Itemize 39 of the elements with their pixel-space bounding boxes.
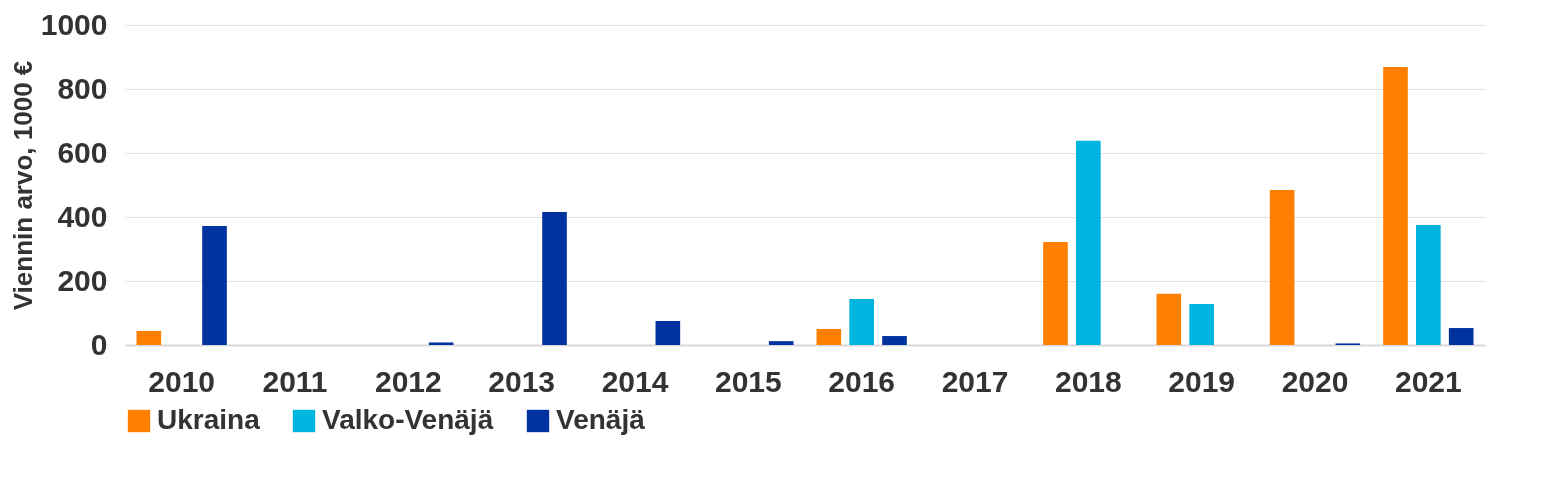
bar [849, 298, 874, 345]
x-tick-label: 2017 [941, 364, 1009, 398]
bar [1383, 66, 1408, 345]
bar [768, 341, 794, 345]
x-tick-label: 2014 [601, 364, 669, 398]
x-tick-label: 2015 [714, 364, 782, 398]
y-tick-label: 800 [57, 71, 108, 105]
y-tick-label: 400 [57, 199, 108, 233]
bar [542, 211, 567, 345]
legend-label: Ukraina [157, 404, 261, 435]
legend-label: Venäjä [556, 404, 646, 435]
bar [136, 330, 162, 345]
x-tick-label: 2020 [1281, 364, 1349, 398]
bar [1156, 293, 1182, 345]
bar [1189, 304, 1214, 345]
x-tick-label: 2016 [828, 364, 896, 398]
bar [816, 329, 842, 345]
bar [1043, 241, 1068, 345]
x-tick-label: 2011 [262, 364, 328, 398]
y-tick-label: 600 [57, 135, 108, 169]
legend-label: Valko-Venäjä [322, 404, 494, 435]
bar [428, 342, 454, 345]
bar [1448, 328, 1474, 345]
bar [1076, 140, 1101, 345]
bar [1269, 190, 1295, 345]
y-tick-label: 200 [57, 263, 108, 297]
x-tick-label: 2010 [148, 364, 216, 398]
x-tick-label: 2013 [488, 364, 556, 398]
bar [202, 225, 227, 345]
x-tick-label: 2021 [1394, 364, 1462, 398]
bar [882, 336, 907, 345]
bar [655, 321, 681, 345]
y-tick-label: 1000 [40, 7, 108, 41]
x-tick-label: 2012 [374, 364, 442, 398]
x-tick-label: 2019 [1168, 364, 1236, 398]
y-axis-title: Viennin arvo, 1000 € [7, 60, 38, 311]
x-tick-label: 2018 [1054, 364, 1122, 398]
y-tick-label: 0 [90, 327, 108, 361]
bar [1416, 225, 1441, 345]
